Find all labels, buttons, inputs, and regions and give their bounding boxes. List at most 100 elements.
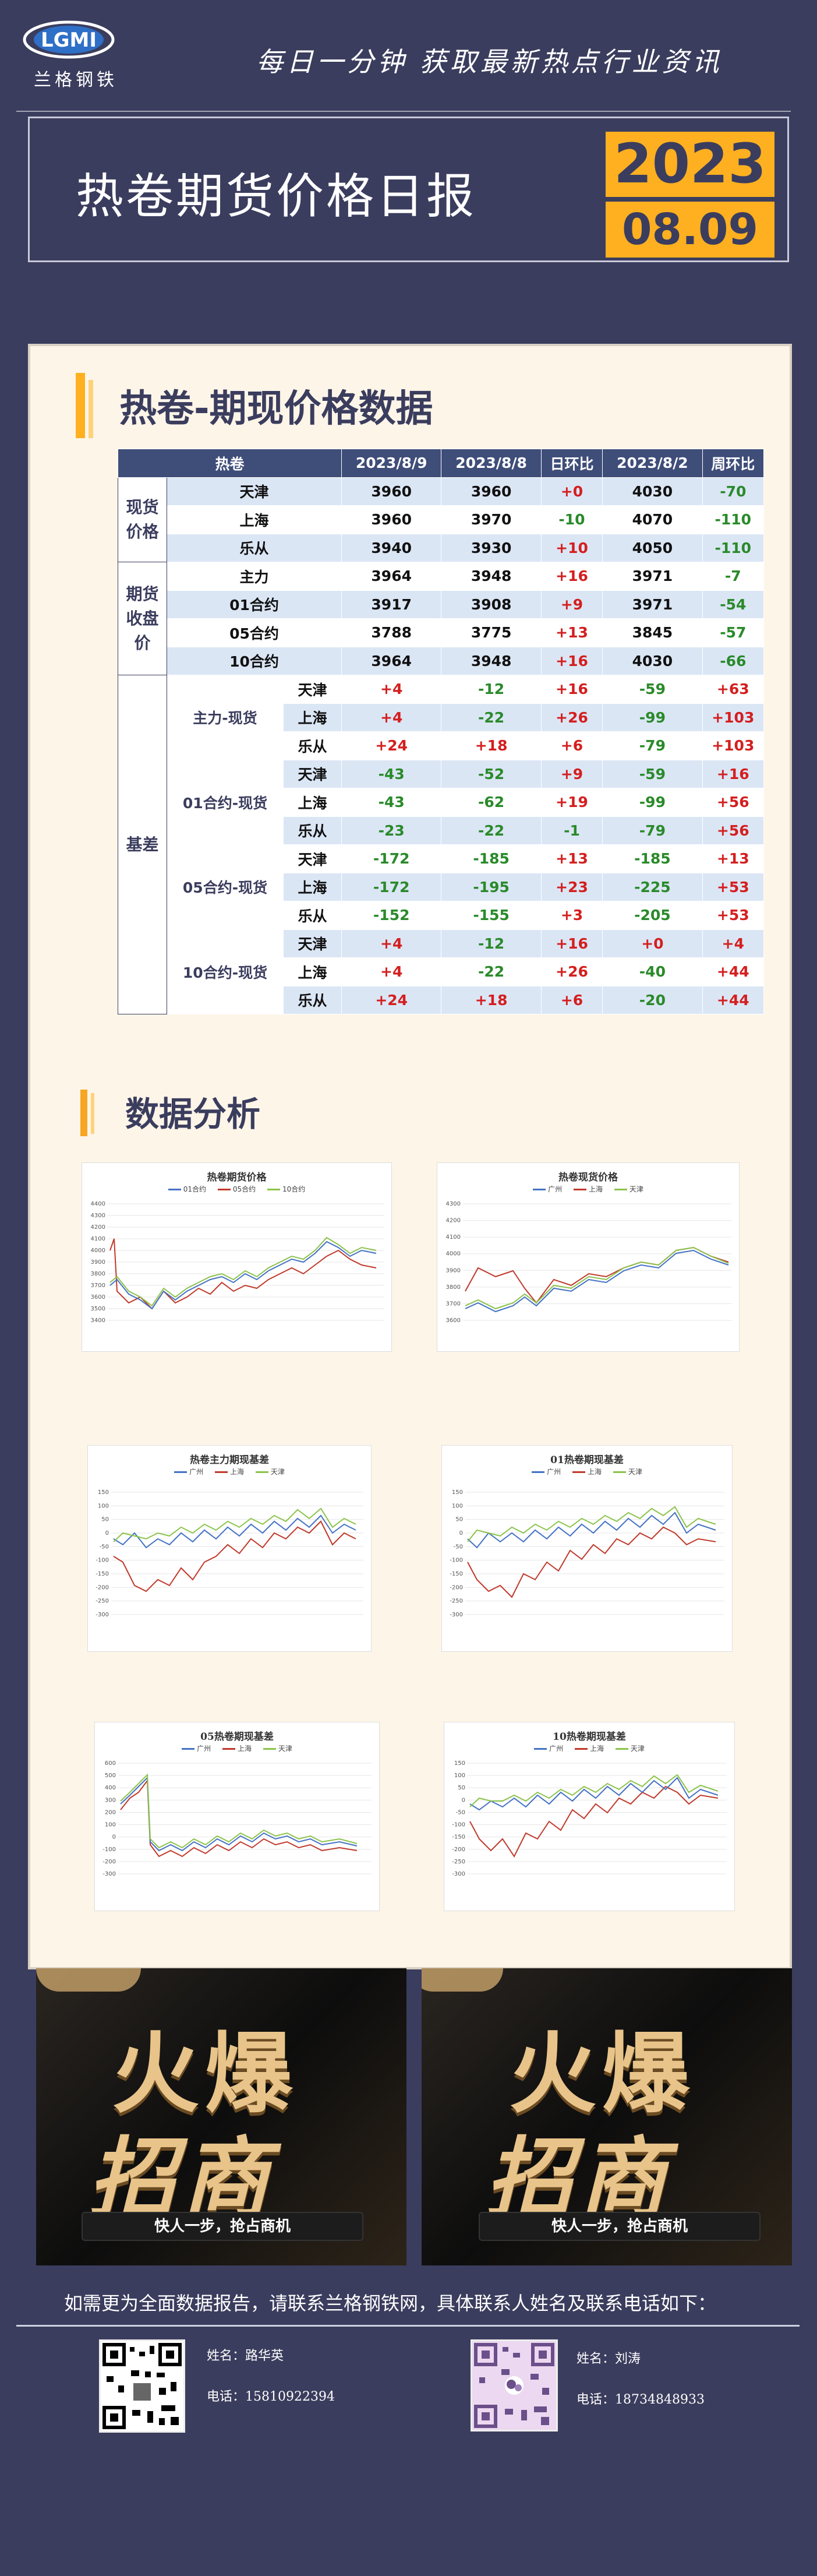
cell: +16 bbox=[540, 929, 603, 958]
cell: -20 bbox=[602, 985, 703, 1014]
cell: 天津 bbox=[283, 844, 342, 873]
cell: 3960 bbox=[341, 477, 442, 506]
cell: -22 bbox=[441, 703, 542, 732]
y-tick-label: 0 bbox=[112, 1834, 116, 1841]
cell: +9 bbox=[540, 590, 603, 619]
chart-plot: 4300 4200 4100 4000 3900 3800 3700 3600 bbox=[446, 1201, 731, 1324]
y-tick-label: 4000 bbox=[91, 1248, 105, 1254]
row-name: 01合约 bbox=[167, 590, 342, 619]
cell: +4 bbox=[341, 675, 442, 704]
legend-label: 上海 bbox=[589, 1745, 604, 1753]
ad-tagline: 快人一步，抢占商机 bbox=[480, 2213, 759, 2240]
cell: 3960 bbox=[441, 477, 542, 506]
legend-item: 10合约 bbox=[267, 1185, 305, 1193]
series-line bbox=[120, 1776, 358, 1852]
cell: 3917 bbox=[341, 590, 442, 619]
cell: +0 bbox=[540, 477, 603, 506]
basis-group-name: 主力-现货 bbox=[167, 675, 284, 760]
contact-name: 姓名：刘涛 bbox=[577, 2352, 641, 2366]
chart-01-basis: 01热卷期现基差 广州 上海 天津 150 100 50 0 -50 -100 -150 -2… bbox=[441, 1445, 733, 1652]
cell: +44 bbox=[702, 957, 765, 986]
basis-group-name: 05合约-现货 bbox=[167, 844, 284, 930]
ad-banner-right[interactable]: 火爆 招商 快人一步，抢占商机 bbox=[422, 1968, 792, 2265]
series-line bbox=[465, 1246, 729, 1304]
cell: -10 bbox=[540, 505, 603, 534]
y-tick-label: 4200 bbox=[91, 1224, 105, 1231]
table-row: 乐从 3940 3930 +10 4050 -110 bbox=[118, 533, 765, 562]
category-basis: 基差 bbox=[118, 675, 167, 1014]
header-divider bbox=[16, 111, 791, 112]
cell: 3971 bbox=[602, 562, 703, 591]
y-tick-label: -200 bbox=[452, 1846, 465, 1853]
legend-label: 上海 bbox=[237, 1745, 252, 1753]
y-tick-label: -50 bbox=[454, 1544, 463, 1550]
price-table: 热卷 2023/8/9 2023/8/8 日环比 2023/8/2 周环比 现货… bbox=[118, 449, 765, 1014]
cell: +4 bbox=[341, 703, 442, 732]
chart-title: 热卷期货价格 bbox=[207, 1172, 267, 1183]
cell: 3948 bbox=[441, 562, 542, 591]
y-tick-label: 400 bbox=[105, 1785, 116, 1791]
cell: 上海 bbox=[283, 872, 342, 901]
section-accent-bar-light bbox=[89, 380, 93, 438]
ad-tagline: 快人一步，抢占商机 bbox=[83, 2213, 362, 2240]
ad-banner-left[interactable]: 火爆 招商 快人一步，抢占商机 bbox=[36, 1968, 406, 2265]
y-tick-label: -50 bbox=[100, 1544, 109, 1550]
cell: 4030 bbox=[602, 646, 703, 675]
cell: 4070 bbox=[602, 505, 703, 534]
y-tick-label: 500 bbox=[105, 1772, 116, 1779]
y-tick-label: 50 bbox=[101, 1517, 109, 1523]
table-row: 上海 3960 3970 -10 4070 -110 bbox=[118, 505, 765, 534]
series-line bbox=[113, 1507, 356, 1542]
series-line bbox=[113, 1520, 356, 1592]
y-tick-label: 4300 bbox=[91, 1213, 105, 1219]
chart-title: 热卷主力期现基差 bbox=[190, 1454, 269, 1466]
legend-label: 上海 bbox=[229, 1468, 244, 1476]
series-line bbox=[109, 1241, 377, 1310]
y-tick-label: 50 bbox=[455, 1517, 463, 1523]
legend-label: 上海 bbox=[587, 1468, 602, 1476]
category-futures: 期货收盘价 bbox=[118, 562, 167, 675]
row-name: 10合约 bbox=[167, 646, 342, 675]
chart-plot: 150 100 50 0 -50 -100 -150 -200 -250 -300 bbox=[96, 1489, 363, 1618]
table-row: 01合约 3917 3908 +9 3971 -54 bbox=[118, 590, 765, 619]
cell: 上海 bbox=[283, 788, 342, 817]
cell: 3960 bbox=[341, 505, 442, 534]
cell: +13 bbox=[540, 844, 603, 873]
cell: +4 bbox=[341, 929, 442, 958]
cell: -7 bbox=[702, 562, 765, 591]
logo-mark-text: LGMI bbox=[41, 29, 97, 52]
cell: +13 bbox=[702, 844, 765, 873]
y-tick-label: -300 bbox=[96, 1612, 109, 1618]
table-row: 10合约 3964 3948 +16 4030 -66 bbox=[118, 646, 765, 675]
table-header-cell: 2023/8/2 bbox=[602, 449, 703, 478]
cell: +10 bbox=[540, 533, 603, 562]
cell: +53 bbox=[702, 872, 765, 901]
cell: 天津 bbox=[283, 675, 342, 704]
legend-item: 广州 bbox=[534, 1745, 563, 1753]
legend-item: 上海 bbox=[574, 1745, 604, 1753]
series-line bbox=[467, 1506, 716, 1542]
legend-label: 天津 bbox=[629, 1185, 643, 1193]
y-tick-label: -150 bbox=[450, 1571, 463, 1577]
contact-name: 姓名：路华英 bbox=[207, 2349, 284, 2363]
cell: +19 bbox=[540, 788, 603, 817]
table-header-cell: 周环比 bbox=[702, 449, 765, 478]
logo: LGMI 兰格钢铁 bbox=[16, 16, 121, 92]
cell: +24 bbox=[341, 985, 442, 1014]
cell: +4 bbox=[341, 957, 442, 986]
series-line bbox=[465, 1249, 729, 1313]
table-row: 01合约-现货 天津 -43 -52 +9 -59 +16 bbox=[118, 759, 765, 845]
legend-label: 上海 bbox=[588, 1185, 603, 1193]
chart-spot-price: 热卷现货价格 广州 上海 天津 4300 4200 4100 4000 3900 3800… bbox=[437, 1162, 740, 1352]
cell: +24 bbox=[341, 731, 442, 760]
y-tick-label: -200 bbox=[96, 1584, 109, 1591]
y-tick-label: -100 bbox=[102, 1846, 116, 1853]
legend-item: 广州 bbox=[532, 1468, 561, 1476]
cell: 3971 bbox=[602, 590, 703, 619]
ad-headline: 火爆 bbox=[112, 2024, 299, 2125]
cell: -52 bbox=[441, 759, 542, 788]
y-tick-label: 3600 bbox=[446, 1317, 461, 1324]
cell: +6 bbox=[540, 985, 603, 1014]
y-tick-label: -300 bbox=[452, 1871, 465, 1877]
y-tick-label: -300 bbox=[450, 1612, 463, 1618]
